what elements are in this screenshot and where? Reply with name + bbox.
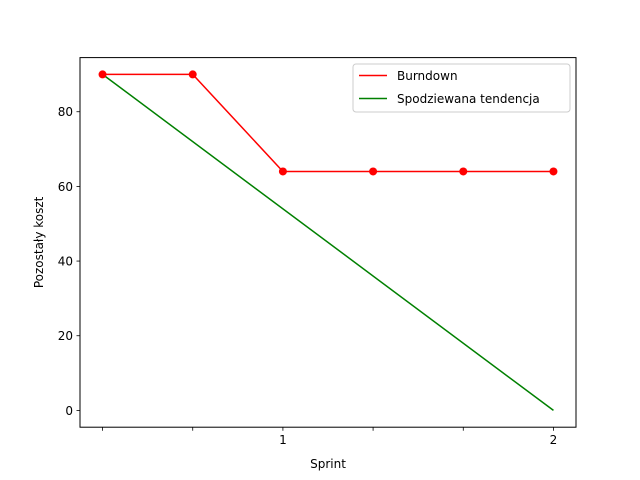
data-point-burndown bbox=[278, 167, 287, 176]
y-axis-label: Pozostały koszt bbox=[32, 196, 46, 288]
data-point-burndown bbox=[98, 70, 107, 79]
y-tick-label: 40 bbox=[58, 255, 73, 269]
legend-label-burndown: Burndown bbox=[397, 69, 458, 83]
data-point-burndown bbox=[369, 167, 378, 176]
legend: Burndown Spodziewana tendencja bbox=[352, 63, 571, 113]
legend-box bbox=[352, 63, 571, 113]
x-tick-label: 2 bbox=[550, 433, 558, 447]
data-point-burndown bbox=[459, 167, 468, 176]
series-line-burndown bbox=[102, 73, 554, 173]
legend-label-expected-trend: Spodziewana tendencja bbox=[397, 92, 540, 106]
y-tick-label: 60 bbox=[58, 180, 73, 194]
series-line-spodziewana-tendencja bbox=[102, 73, 554, 412]
y-tick-label: 20 bbox=[58, 329, 73, 343]
x-axis-label: Sprint bbox=[310, 457, 346, 471]
data-point-burndown bbox=[188, 70, 197, 79]
y-tick-label: 80 bbox=[58, 105, 73, 119]
y-tick-label: 0 bbox=[65, 404, 73, 418]
data-point-burndown bbox=[549, 167, 558, 176]
x-tick-label: 1 bbox=[279, 433, 287, 447]
plot-frame bbox=[79, 57, 577, 428]
